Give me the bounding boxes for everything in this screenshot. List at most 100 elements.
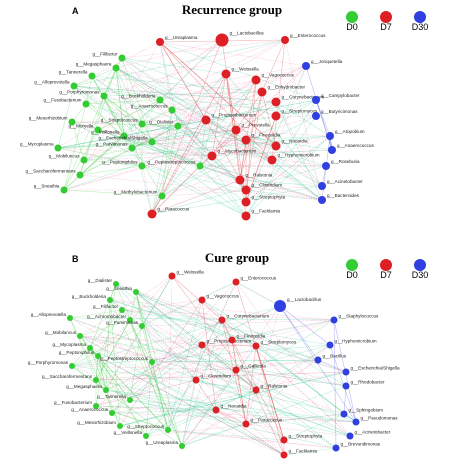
node-label: g__Methylobacterium [114,190,158,195]
edge [167,389,257,431]
edge [151,129,237,143]
edge [177,79,257,127]
legend-label: D0 [346,22,358,32]
edge [215,409,285,456]
edge [121,299,203,311]
edge [245,135,331,203]
edge [111,409,217,414]
edge [63,139,247,191]
node-label: g__Filifactor [92,52,117,57]
node [318,182,326,190]
edge [151,319,223,363]
edge [167,429,285,441]
node [231,125,241,135]
node [241,211,251,221]
edge [71,344,331,367]
edge [57,147,213,157]
edge [95,319,131,381]
edge [63,103,87,191]
edge [181,379,197,447]
edge [103,91,263,97]
edge [95,405,217,411]
node [346,432,354,440]
edge [135,291,183,447]
edge [103,95,153,143]
edge [105,389,217,411]
edge [119,371,347,427]
node-label: g__Peptostreptococcus [100,356,149,361]
node [118,54,126,62]
legend-label: D30 [412,22,429,32]
edge [71,365,107,391]
node [252,386,260,394]
edge [151,39,223,215]
edge [103,95,327,167]
node-label: g__Streptococcus [101,118,138,123]
node [326,132,334,140]
legend-label: D0 [346,270,358,280]
edge [167,275,173,431]
legend-swatch [346,11,358,23]
node-label: g__Saccharofermentans [42,374,93,379]
edge [159,41,317,101]
edge [57,39,223,149]
node [212,406,220,414]
node [147,209,157,219]
node [138,162,146,170]
node [232,278,240,286]
edge [167,281,237,431]
panel: B Cure group D0 D7 D30 g__Dialister g__Sneathi… [28,250,428,459]
node [198,296,206,304]
edge [79,335,237,371]
edge [177,125,333,151]
edge [151,141,201,167]
node-label: g__Gallicola [241,364,267,369]
node [133,289,139,295]
node [241,197,251,207]
edge [201,299,351,437]
node [100,92,108,100]
node-label: g__Corynebacterium [282,95,325,100]
edge [95,355,99,381]
node-label: g__Anaerococcus [71,407,108,412]
edge [245,345,257,425]
edge [159,99,247,191]
node-label: g__Megasphaera [66,384,102,389]
edge [73,85,247,217]
edge [181,319,223,447]
node-label: g__Mycoplasma [53,342,87,347]
node-label: g__Mycobacterium [218,149,257,154]
node-label: g__Saccharofermentans [25,169,76,174]
node-label: g__Alloprevotella [31,312,67,317]
node [252,342,260,350]
edge [275,65,307,103]
edge [171,109,277,147]
edge [83,141,153,161]
edge [95,319,335,407]
edge [115,67,247,141]
node-label: g__Sphingobium [349,408,384,413]
node [241,135,251,145]
edge [71,121,85,161]
edge [121,309,285,441]
node-label: g__Lactobacillus [287,297,322,302]
edge [109,299,347,373]
node [168,106,176,114]
edge [91,75,241,181]
node [109,410,115,416]
edge [211,101,277,157]
node [274,300,286,312]
edge [151,179,241,215]
edge [83,65,307,161]
legend-swatch [380,11,392,23]
edge [115,283,223,321]
edge [131,101,277,149]
node [68,118,76,126]
edge [85,99,161,105]
node-label: g__Pseudomonas [361,416,399,421]
edge [159,41,207,121]
node [67,315,73,321]
edge [129,399,247,425]
node-label: g__Vagococcus [207,294,240,299]
